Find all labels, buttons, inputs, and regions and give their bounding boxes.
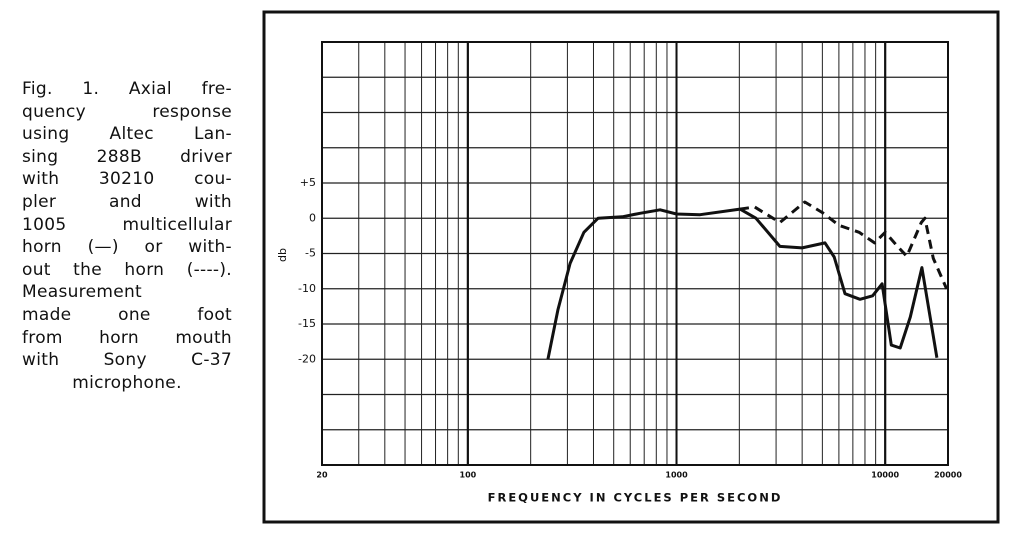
x-tick-label: 20000 xyxy=(934,471,962,480)
caption-line: sing 288B driver xyxy=(22,146,232,167)
y-tick-label: -15 xyxy=(298,317,316,330)
caption-line: quency response xyxy=(22,101,232,122)
y-tick-label: -5 xyxy=(305,247,316,260)
x-tick-label: 10000 xyxy=(871,471,899,480)
series-line xyxy=(739,200,948,290)
caption-line: with Sony C-37 xyxy=(22,350,232,371)
caption-line: with 30210 cou- xyxy=(22,169,232,190)
caption-line: 1005 multicellular xyxy=(22,214,232,235)
caption-line: made one foot xyxy=(22,304,232,325)
x-tick-label: 100 xyxy=(460,471,477,480)
x-axis-label: FREQUENCY IN CYCLES PER SECOND xyxy=(488,491,783,505)
caption-line: using Altec Lan- xyxy=(22,124,232,145)
caption-line: out the horn (----). xyxy=(22,259,232,280)
y-axis-label: db xyxy=(276,248,289,262)
series-line xyxy=(546,207,939,360)
caption-line: horn (—) or with- xyxy=(22,237,232,258)
caption-line: Fig. 1. Axial fre- xyxy=(22,79,232,99)
frame xyxy=(262,10,1000,524)
x-tick-label: 20 xyxy=(316,471,328,480)
y-tick-label: +5 xyxy=(300,176,316,189)
x-tick-label: 1000 xyxy=(665,471,688,480)
plot-border xyxy=(321,41,949,466)
caption-line: microphone. xyxy=(72,372,182,393)
caption-line: Measurement xyxy=(22,282,143,303)
y-tick-label: -10 xyxy=(298,282,316,295)
caption: Fig. 1. Axial fre-quency response using A… xyxy=(22,78,232,394)
caption-line: from horn mouth xyxy=(22,327,232,348)
y-tick-label: 0 xyxy=(309,211,316,224)
y-tick-label: -20 xyxy=(298,352,316,365)
caption-line: pler and with xyxy=(22,191,232,212)
